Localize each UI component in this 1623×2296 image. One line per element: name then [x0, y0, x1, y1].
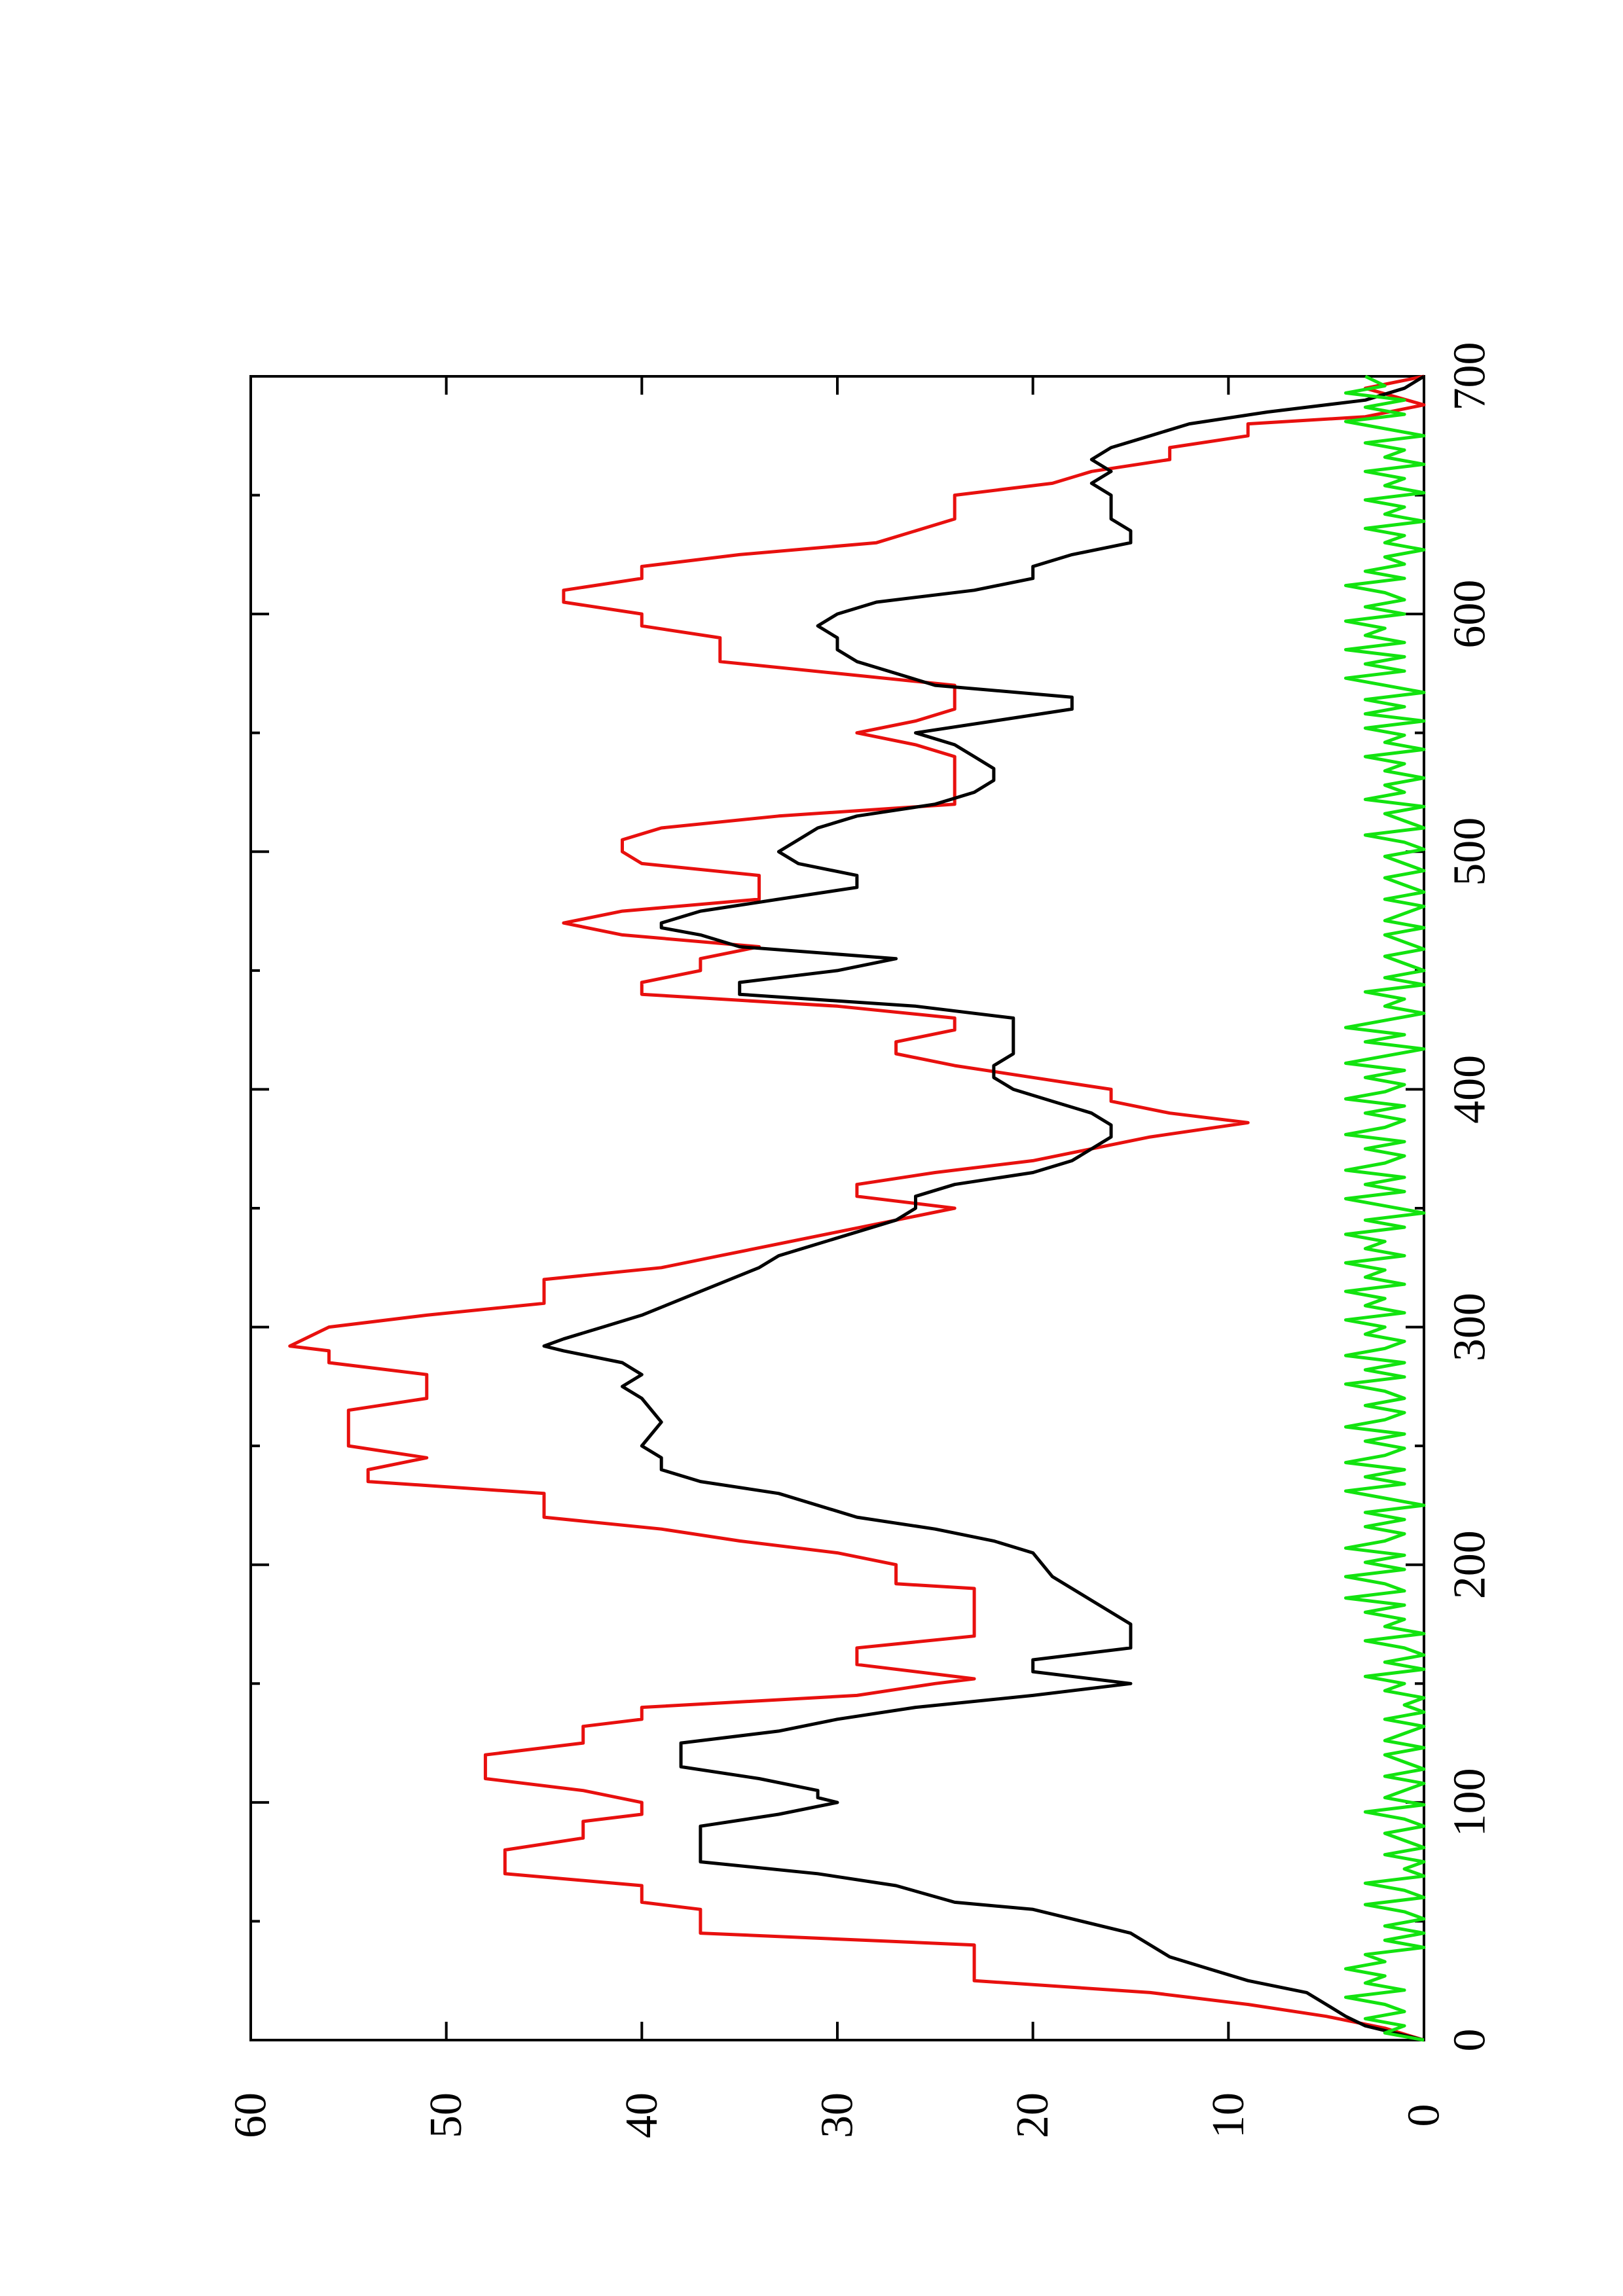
y-tick-label: 60 — [226, 2092, 276, 2138]
series-line-2 — [542, 374, 1425, 2042]
axis-tick-labels: 0 100 200 300 400 500 600 700 0 10 20 30 40 50 60 — [226, 342, 1495, 2139]
x-tick-label: 500 — [1445, 817, 1495, 886]
x-tick-label: 600 — [1445, 580, 1495, 649]
y-tick-label: 0 — [1399, 2104, 1450, 2127]
y-tick-label: 20 — [1008, 2092, 1058, 2138]
x-tick-label: 200 — [1445, 1530, 1495, 1599]
x-tick-label: 400 — [1445, 1055, 1495, 1124]
y-tick-label: 50 — [421, 2092, 471, 2138]
series-line-3 — [1344, 374, 1426, 2042]
series-line-1 — [288, 374, 1426, 2042]
series-group — [288, 374, 1426, 2042]
y-tick-label: 30 — [812, 2092, 863, 2138]
y-tick-label: 40 — [617, 2092, 667, 2138]
y-tick-label: 10 — [1203, 2092, 1254, 2138]
plot-frame — [249, 375, 1425, 2041]
x-tick-label: 300 — [1445, 1293, 1495, 1361]
x-tick-label: 100 — [1445, 1768, 1495, 1837]
x-tick-label: 0 — [1445, 2029, 1495, 2052]
axis-ticks — [251, 376, 1424, 2040]
x-tick-label: 700 — [1445, 342, 1495, 411]
